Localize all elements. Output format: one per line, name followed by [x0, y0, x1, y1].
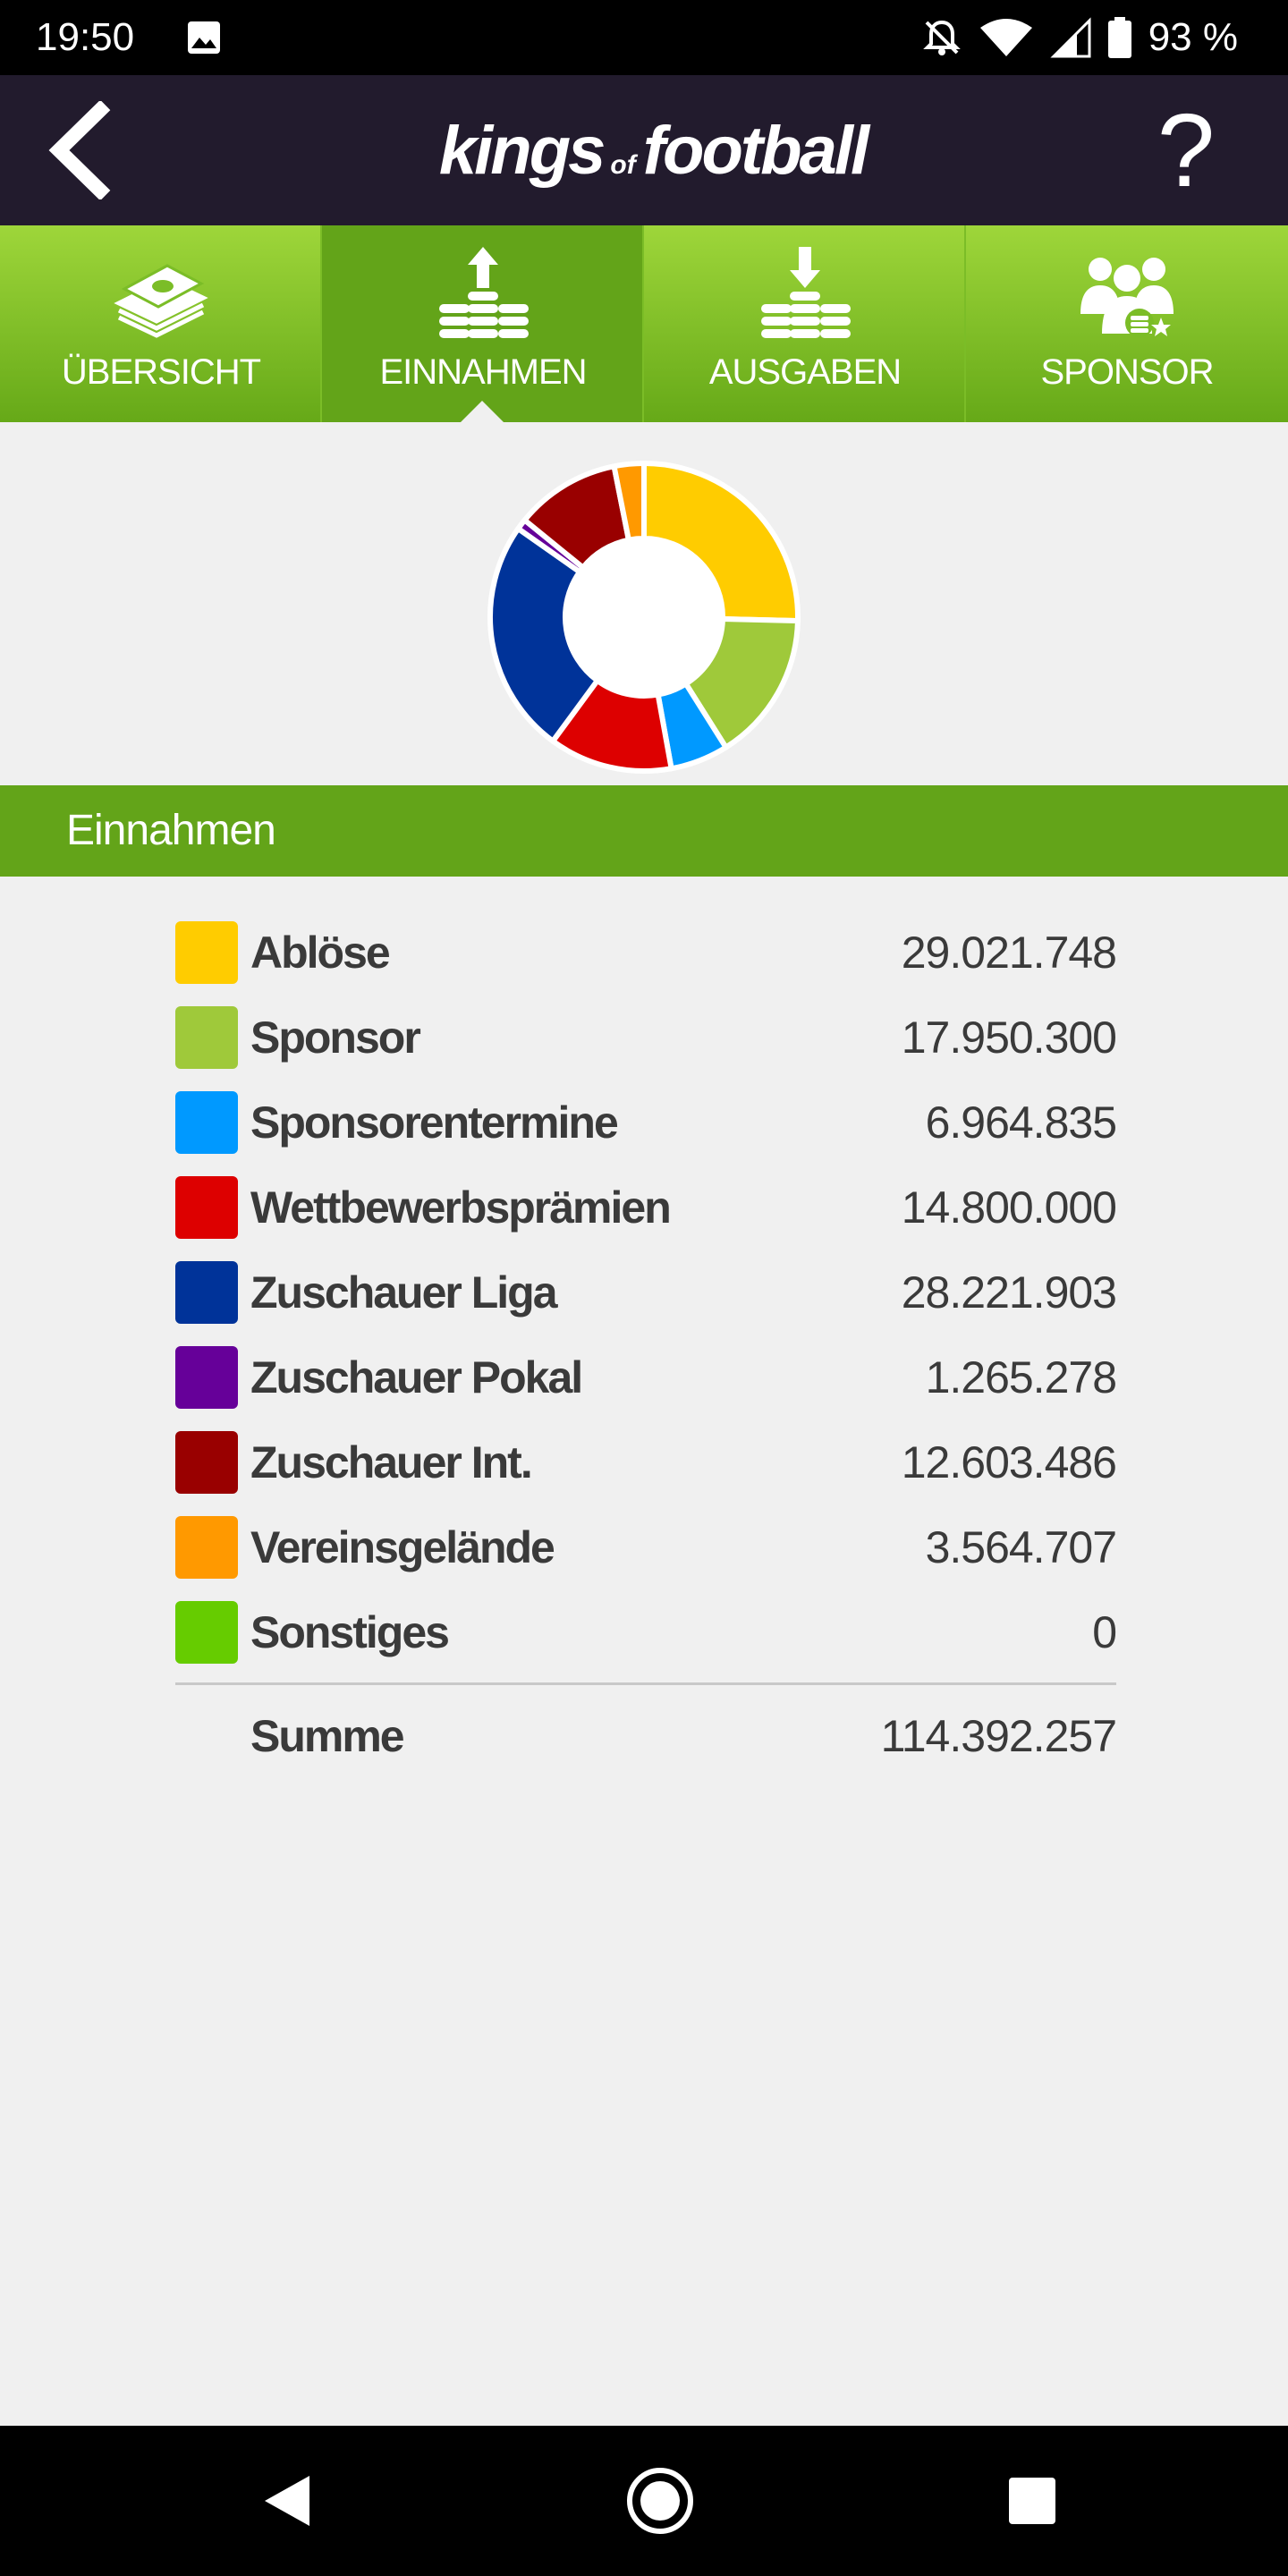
legend-label: Vereinsgelände — [250, 1522, 555, 1572]
legend-value: 1.265.278 — [925, 1352, 1117, 1402]
nav-home-button[interactable] — [624, 2465, 696, 2537]
legend-row-abloese: Ablöse 29.021.748 — [175, 912, 1117, 997]
donut-hole — [565, 538, 723, 696]
app-logo: kings of football — [420, 102, 886, 200]
legend-value: 28.221.903 — [901, 1267, 1117, 1318]
tab-bar: ÜBERSICHT EINNAHMEN — [0, 225, 1288, 424]
legend-swatch — [175, 1346, 238, 1409]
legend-value: 0 — [1092, 1607, 1117, 1657]
legend-swatch — [175, 1431, 238, 1494]
battery-percent: 93 % — [1148, 15, 1238, 59]
back-button[interactable] — [27, 95, 138, 206]
legend-label: Wettbewerbsprämien — [250, 1182, 672, 1233]
legend-label: Sponsor — [250, 1013, 421, 1063]
app-header: kings of football ? — [0, 75, 1288, 225]
sponsor-people-icon — [966, 247, 1288, 345]
tab-label: AUSGABEN — [708, 352, 902, 392]
income-donut-chart — [483, 456, 805, 778]
tab-label: EINNAHMEN — [379, 352, 587, 392]
nav-recents-icon — [1009, 2478, 1055, 2524]
legend-row-zuschauer-pokal: Zuschauer Pokal 1.265.278 — [175, 1337, 1117, 1422]
sum-value: 114.392.257 — [880, 1711, 1117, 1761]
logo-football: football — [642, 113, 869, 189]
legend-row-sonstiges: Sonstiges 0 — [175, 1592, 1117, 1677]
back-arrow-icon — [48, 101, 111, 199]
legend-value: 14.800.000 — [901, 1182, 1117, 1233]
legend-swatch — [175, 1261, 238, 1324]
coins-up-icon — [322, 247, 644, 345]
legend-label: Zuschauer Liga — [250, 1267, 558, 1318]
legend-label: Zuschauer Pokal — [250, 1352, 583, 1402]
legend-row-vereinsgelaende: Vereinsgelände 3.564.707 — [175, 1507, 1117, 1592]
legend-row-sponsor: Sponsor 17.950.300 — [175, 997, 1117, 1082]
nav-recents-button[interactable] — [996, 2465, 1068, 2537]
tab-label: SPONSOR — [1040, 352, 1214, 392]
coins-down-icon — [644, 247, 966, 345]
sum-row: Summe 114.392.257 — [175, 1685, 1117, 1784]
nav-back-icon — [265, 2476, 309, 2526]
legend-label: Sponsorentermine — [250, 1097, 619, 1148]
tab-label: ÜBERSICHT — [61, 352, 261, 392]
tab-ausgaben[interactable]: AUSGABEN — [644, 225, 966, 422]
legend-swatch — [175, 1601, 238, 1664]
signal-icon — [1050, 17, 1091, 58]
sum-label: Summe — [250, 1711, 405, 1761]
nav-back-button[interactable] — [250, 2465, 322, 2537]
status-bar: 19:50 — [0, 0, 1288, 75]
legend-row-wettbewerbspraemien: Wettbewerbsprämien 14.800.000 — [175, 1167, 1117, 1252]
tab-einnahmen[interactable]: EINNAHMEN — [322, 225, 644, 424]
legend-value: 17.950.300 — [901, 1013, 1117, 1063]
nav-home-icon — [627, 2468, 693, 2534]
status-time: 19:50 — [36, 15, 135, 59]
logo-of: of — [610, 150, 636, 180]
legend-swatch — [175, 1516, 238, 1579]
system-nav-bar — [0, 2426, 1288, 2576]
notifications-off-icon — [921, 17, 962, 58]
legend-value: 6.964.835 — [925, 1097, 1117, 1148]
legend-label: Ablöse — [250, 928, 391, 978]
legend-row-sponsorentermine: Sponsorentermine 6.964.835 — [175, 1082, 1117, 1167]
donut-svg — [487, 461, 801, 774]
legend-swatch — [175, 921, 238, 984]
section-header: Einnahmen — [0, 785, 1288, 877]
image-icon — [186, 20, 222, 55]
help-button[interactable]: ? — [1157, 92, 1216, 208]
legend-swatch — [175, 1176, 238, 1239]
legend-row-zuschauer-int: Zuschauer Int. 12.603.486 — [175, 1422, 1117, 1507]
legend-label: Zuschauer Int. — [250, 1437, 533, 1487]
money-stack-icon — [0, 247, 322, 345]
tab-uebersicht[interactable]: ÜBERSICHT — [0, 225, 322, 422]
legend-label: Sonstiges — [250, 1607, 450, 1657]
legend-swatch — [175, 1091, 238, 1154]
legend-value: 12.603.486 — [901, 1437, 1117, 1487]
section-title: Einnahmen — [66, 807, 276, 854]
tab-sponsor[interactable]: SPONSOR — [966, 225, 1288, 422]
wifi-icon — [979, 17, 1034, 58]
battery-icon — [1107, 17, 1132, 58]
logo-kings: kings — [438, 113, 606, 189]
legend-value: 3.564.707 — [925, 1522, 1117, 1572]
legend-value: 29.021.748 — [901, 928, 1117, 978]
legend-row-zuschauer-liga: Zuschauer Liga 28.221.903 — [175, 1252, 1117, 1337]
legend-swatch — [175, 1006, 238, 1069]
income-legend: Ablöse 29.021.748 Sponsor 17.950.300 Spo… — [175, 912, 1117, 1784]
legend-divider — [175, 1682, 1116, 1685]
